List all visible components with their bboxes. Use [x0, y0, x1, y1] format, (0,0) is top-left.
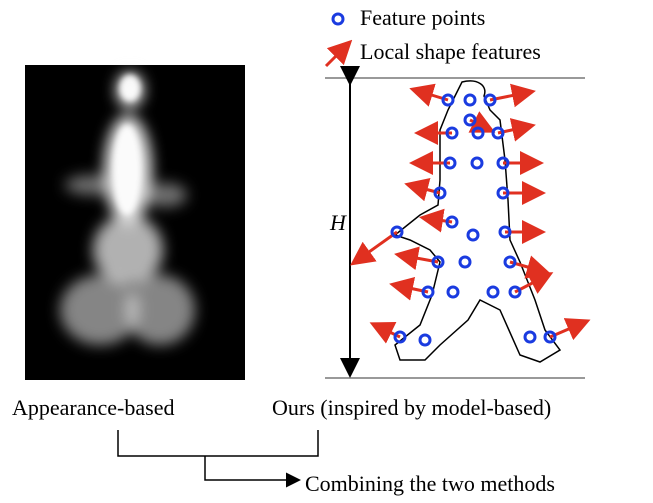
feature-points — [355, 90, 585, 345]
combine-label: Combining the two methods — [305, 471, 555, 496]
legend-label: Feature points — [360, 5, 485, 30]
shape-feature-arrow — [355, 232, 397, 262]
feature-point — [465, 95, 475, 105]
feature-point — [472, 158, 482, 168]
feature-point — [468, 230, 478, 240]
height-label: H — [329, 210, 347, 235]
feature-point — [448, 287, 458, 297]
gait-energy-image — [25, 65, 245, 380]
caption: Appearance-based — [12, 395, 174, 420]
feature-point — [473, 128, 483, 138]
legend-point-icon — [333, 14, 343, 24]
figure: Feature points Local shape features H Ap… — [0, 0, 653, 503]
feature-point — [488, 287, 498, 297]
feature-point — [460, 257, 470, 267]
combine-connector — [118, 430, 318, 480]
legend-label: Local shape features — [360, 39, 541, 64]
caption: Ours (inspired by model-based) — [272, 395, 551, 420]
page: Feature points Local shape features H Ap… — [0, 0, 653, 503]
legend-arrow-icon — [326, 44, 348, 66]
feature-point — [525, 332, 535, 342]
feature-point — [420, 335, 430, 345]
